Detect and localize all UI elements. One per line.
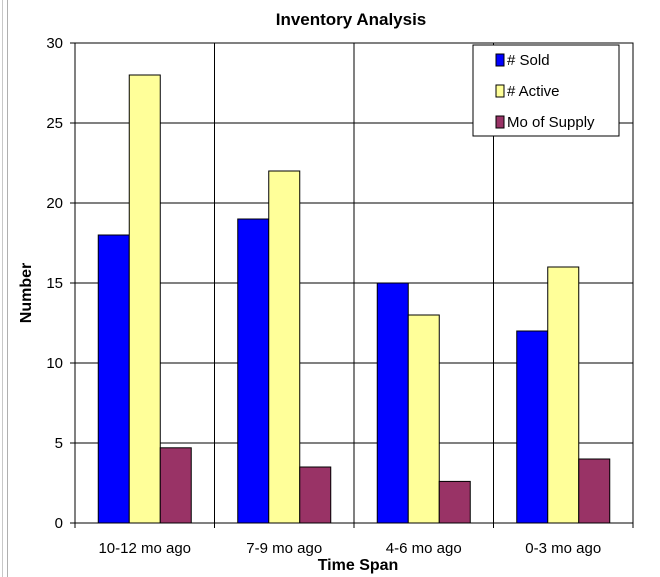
bars <box>97 74 611 524</box>
y-tick-label-2: 10 <box>46 355 63 372</box>
bar-sold-3 <box>516 330 549 524</box>
y-tick-label-6: 30 <box>46 35 63 52</box>
bar-mo-of-supply-2 <box>438 480 471 524</box>
legend-swatch-0 <box>495 53 505 67</box>
bar-active-2 <box>407 314 440 524</box>
bar-sold-1 <box>237 218 270 524</box>
y-tick-label-4: 20 <box>46 195 63 212</box>
y-tick-label-5: 25 <box>46 115 63 132</box>
x-tick-label-1: 7-9 mo ago <box>246 540 322 557</box>
legend-label-0: # Sold <box>507 52 550 69</box>
x-axis-title: Time Span <box>318 557 399 574</box>
bar-active-3 <box>547 266 580 524</box>
bar-mo-of-supply-0 <box>159 447 192 524</box>
bar-sold-0 <box>97 234 130 524</box>
bar-sold-2 <box>376 282 409 524</box>
chart-title: Inventory Analysis <box>276 10 427 29</box>
x-tick-label-3: 0-3 mo ago <box>525 540 601 557</box>
legend-swatch-1 <box>495 84 505 98</box>
x-tick-label-2: 4-6 mo ago <box>386 540 462 557</box>
y-tick-label-1: 5 <box>55 435 63 452</box>
x-axis-ticks: 10-12 mo ago 7-9 mo ago 4-6 mo ago 0-3 mo a… <box>74 523 634 557</box>
legend-swatch-2 <box>495 115 505 129</box>
bar-mo-of-supply-1 <box>299 466 332 524</box>
y-tick-label-0: 0 <box>55 515 63 532</box>
bar-mo-of-supply-3 <box>578 458 611 524</box>
y-axis-ticks: 0 5 10 15 20 25 30 <box>46 35 75 532</box>
window-left-border <box>0 0 8 577</box>
legend: # Sold # Active Mo of Supply <box>472 44 620 137</box>
x-tick-label-0: 10-12 mo ago <box>98 540 191 557</box>
bar-active-1 <box>268 170 301 524</box>
bar-active-0 <box>128 74 161 524</box>
legend-label-2: Mo of Supply <box>507 114 595 131</box>
y-axis-title: Number <box>18 263 35 323</box>
legend-label-1: # Active <box>507 83 560 100</box>
y-tick-label-3: 15 <box>46 275 63 292</box>
